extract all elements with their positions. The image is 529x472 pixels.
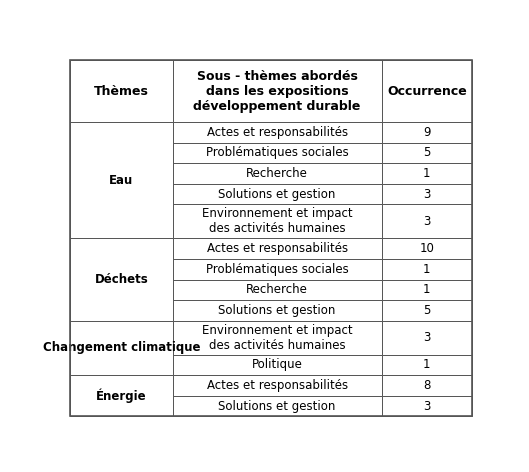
Bar <box>381 259 472 279</box>
Bar <box>381 354 472 375</box>
Bar <box>381 163 472 184</box>
Text: Problématiques sociales: Problématiques sociales <box>206 263 349 276</box>
Bar <box>70 60 172 122</box>
Text: Actes et responsabilités: Actes et responsabilités <box>207 126 348 139</box>
Bar <box>70 320 172 375</box>
Text: Problématiques sociales: Problématiques sociales <box>206 146 349 160</box>
Text: 5: 5 <box>423 304 431 317</box>
Text: Sous - thèmes abordés
dans les expositions
développement durable: Sous - thèmes abordés dans les expositio… <box>194 70 361 113</box>
Bar <box>70 122 172 238</box>
Text: Occurrence: Occurrence <box>387 84 467 98</box>
Text: 1: 1 <box>423 358 431 371</box>
Bar <box>70 375 172 416</box>
Text: 5: 5 <box>423 146 431 160</box>
Text: Changement climatique: Changement climatique <box>43 341 200 354</box>
Text: Actes et responsabilités: Actes et responsabilités <box>207 242 348 255</box>
Bar <box>172 375 381 396</box>
Bar <box>172 238 381 259</box>
Bar <box>381 300 472 320</box>
Text: 3: 3 <box>423 187 431 201</box>
Bar <box>381 375 472 396</box>
Bar <box>172 163 381 184</box>
Bar <box>172 122 381 143</box>
Bar <box>172 60 381 122</box>
Bar <box>381 184 472 204</box>
Text: 1: 1 <box>423 283 431 296</box>
Text: Recherche: Recherche <box>246 283 308 296</box>
Text: 10: 10 <box>419 242 434 255</box>
Bar <box>381 143 472 163</box>
Text: Eau: Eau <box>110 174 134 187</box>
Bar <box>381 320 472 354</box>
Bar <box>172 320 381 354</box>
Bar <box>172 259 381 279</box>
Text: 1: 1 <box>423 167 431 180</box>
Bar <box>172 184 381 204</box>
Text: 8: 8 <box>423 379 431 392</box>
Text: Solutions et gestion: Solutions et gestion <box>218 187 336 201</box>
Bar <box>172 396 381 416</box>
Bar <box>70 238 172 320</box>
Bar <box>381 396 472 416</box>
Text: Solutions et gestion: Solutions et gestion <box>218 400 336 413</box>
Text: 3: 3 <box>423 215 431 228</box>
Bar <box>381 238 472 259</box>
Bar <box>381 279 472 300</box>
Text: Politique: Politique <box>252 358 303 371</box>
Text: 1: 1 <box>423 263 431 276</box>
Text: Solutions et gestion: Solutions et gestion <box>218 304 336 317</box>
Bar <box>172 204 381 238</box>
Text: Déchets: Déchets <box>95 273 148 286</box>
Bar <box>172 143 381 163</box>
Text: 3: 3 <box>423 331 431 344</box>
Bar <box>381 204 472 238</box>
Text: Actes et responsabilités: Actes et responsabilités <box>207 379 348 392</box>
Text: Énergie: Énergie <box>96 388 147 403</box>
Text: Recherche: Recherche <box>246 167 308 180</box>
Bar <box>172 354 381 375</box>
Bar <box>381 60 472 122</box>
Bar <box>172 279 381 300</box>
Text: Thèmes: Thèmes <box>94 84 149 98</box>
Bar <box>172 300 381 320</box>
Bar <box>381 122 472 143</box>
Text: Environnement et impact
des activités humaines: Environnement et impact des activités hu… <box>202 207 352 236</box>
Text: 9: 9 <box>423 126 431 139</box>
Text: Environnement et impact
des activités humaines: Environnement et impact des activités hu… <box>202 324 352 352</box>
Text: 3: 3 <box>423 400 431 413</box>
